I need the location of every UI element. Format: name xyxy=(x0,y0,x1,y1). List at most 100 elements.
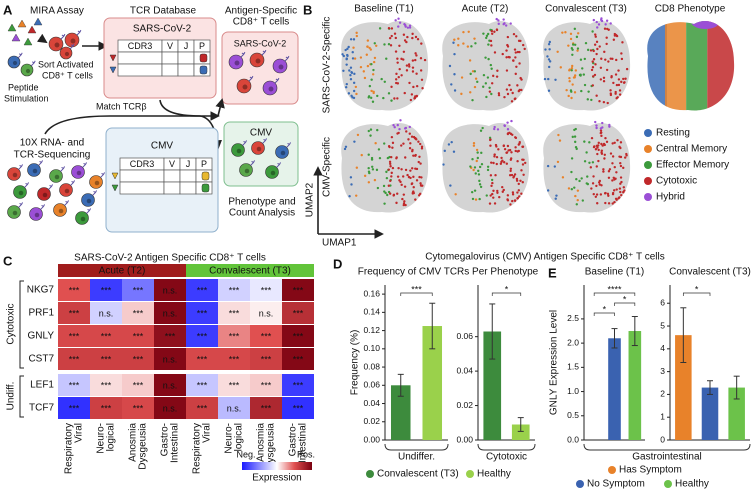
heatmap-cell xyxy=(90,374,122,396)
umap-cell xyxy=(521,163,525,166)
umap-cell xyxy=(384,191,387,195)
umap-cell xyxy=(495,75,499,78)
umap-cell xyxy=(415,167,419,171)
umap-cell xyxy=(409,176,412,180)
umap-cell xyxy=(365,53,369,56)
umap-cell xyxy=(618,145,621,149)
umap-cell xyxy=(363,76,367,80)
column-label: logical xyxy=(106,423,117,451)
umap-cell xyxy=(612,189,616,192)
umap-cell xyxy=(413,97,416,100)
cell xyxy=(249,52,265,68)
umap-cell xyxy=(517,149,520,153)
umap-cell xyxy=(420,42,423,45)
y-tick-label: 2 xyxy=(660,389,665,399)
umap-cell xyxy=(415,84,419,88)
umap-cell xyxy=(390,155,393,159)
umap-cell xyxy=(518,140,521,144)
axis-label: UMAP1 xyxy=(322,238,357,249)
significance-label: *** xyxy=(69,354,80,364)
umap-cell xyxy=(574,43,577,46)
umap-cell xyxy=(407,138,410,141)
umap-cell xyxy=(514,136,518,140)
significance-label: *** xyxy=(293,331,304,341)
umap-cell xyxy=(513,97,517,101)
umap-cell xyxy=(484,82,488,85)
umap-cell xyxy=(615,97,618,100)
umap-cell xyxy=(495,17,498,21)
umap-cell xyxy=(596,202,599,205)
y-tick-label: 0 xyxy=(660,434,665,444)
umap-cell xyxy=(389,44,393,47)
umap-cell xyxy=(408,65,411,68)
umap-cell xyxy=(420,147,424,150)
umap-cell xyxy=(617,83,621,87)
significance-label: *** xyxy=(229,380,240,390)
umap-cell xyxy=(388,192,392,195)
column-label: Respiratory xyxy=(64,423,75,474)
umap-cell xyxy=(390,85,393,89)
significance-label: *** xyxy=(197,380,208,390)
umap-cell xyxy=(468,59,472,62)
tcr-icon xyxy=(199,65,208,75)
umap-cell xyxy=(514,146,517,149)
umap-cell xyxy=(607,202,611,205)
umap-cell xyxy=(494,143,498,147)
umap-cell xyxy=(490,178,494,182)
umap-cell xyxy=(452,41,455,44)
significance-label: *** xyxy=(229,331,240,341)
umap-cell xyxy=(382,184,386,188)
output-caption: Phenotype and xyxy=(228,197,295,208)
umap-cell xyxy=(393,126,396,129)
umap-cell xyxy=(595,52,598,56)
umap-cell xyxy=(478,183,482,186)
significance-label: *** xyxy=(261,354,272,364)
cell xyxy=(53,203,67,217)
umap-cell xyxy=(368,171,371,175)
umap-cell xyxy=(590,68,594,72)
umap-cell xyxy=(404,23,407,27)
legend-swatch xyxy=(366,470,374,478)
receptor xyxy=(276,162,281,168)
receptor xyxy=(18,202,23,208)
umap-cell xyxy=(600,149,604,152)
receptor xyxy=(60,33,66,40)
umap-cell xyxy=(594,195,598,198)
umap-cell xyxy=(619,190,622,194)
table-header: P xyxy=(199,41,205,51)
heatmap-cell xyxy=(186,348,218,370)
significance-label: *** xyxy=(197,308,208,318)
umap-cell xyxy=(593,73,597,77)
umap-cell xyxy=(615,34,619,38)
heatmap-cell xyxy=(282,374,314,396)
arrow xyxy=(36,33,48,44)
umap-cell xyxy=(387,92,391,95)
gene-label: GNLY xyxy=(28,331,55,342)
umap-cell xyxy=(595,20,598,24)
cell xyxy=(251,141,265,155)
umap-cell xyxy=(353,72,356,76)
umap-cell xyxy=(490,82,494,85)
umap-cell xyxy=(505,151,509,154)
heatmap-cell xyxy=(186,325,218,347)
umap-cell xyxy=(516,196,519,200)
umap-cell xyxy=(417,140,420,143)
umap-cell xyxy=(495,162,498,166)
group-label: Acute (T2) xyxy=(99,266,146,277)
panel-letter: B xyxy=(303,2,312,17)
umap-cell xyxy=(497,93,501,97)
umap-cell xyxy=(591,161,595,164)
umap-cell xyxy=(568,68,571,71)
tcr-icon xyxy=(109,66,117,74)
heatmap-cell xyxy=(154,348,186,370)
umap-cell xyxy=(367,153,370,156)
umap-cell xyxy=(501,185,504,189)
bar xyxy=(675,335,692,440)
umap-cell xyxy=(398,44,401,47)
umap-cell xyxy=(575,147,578,151)
heatmap-cell xyxy=(122,325,154,347)
umap-cell xyxy=(594,148,598,151)
heatmap-title: SARS-CoV-2 Antigen Specific CD8⁺ T cells xyxy=(74,253,266,264)
umap-cell xyxy=(447,143,451,146)
umap-cell xyxy=(604,201,607,205)
